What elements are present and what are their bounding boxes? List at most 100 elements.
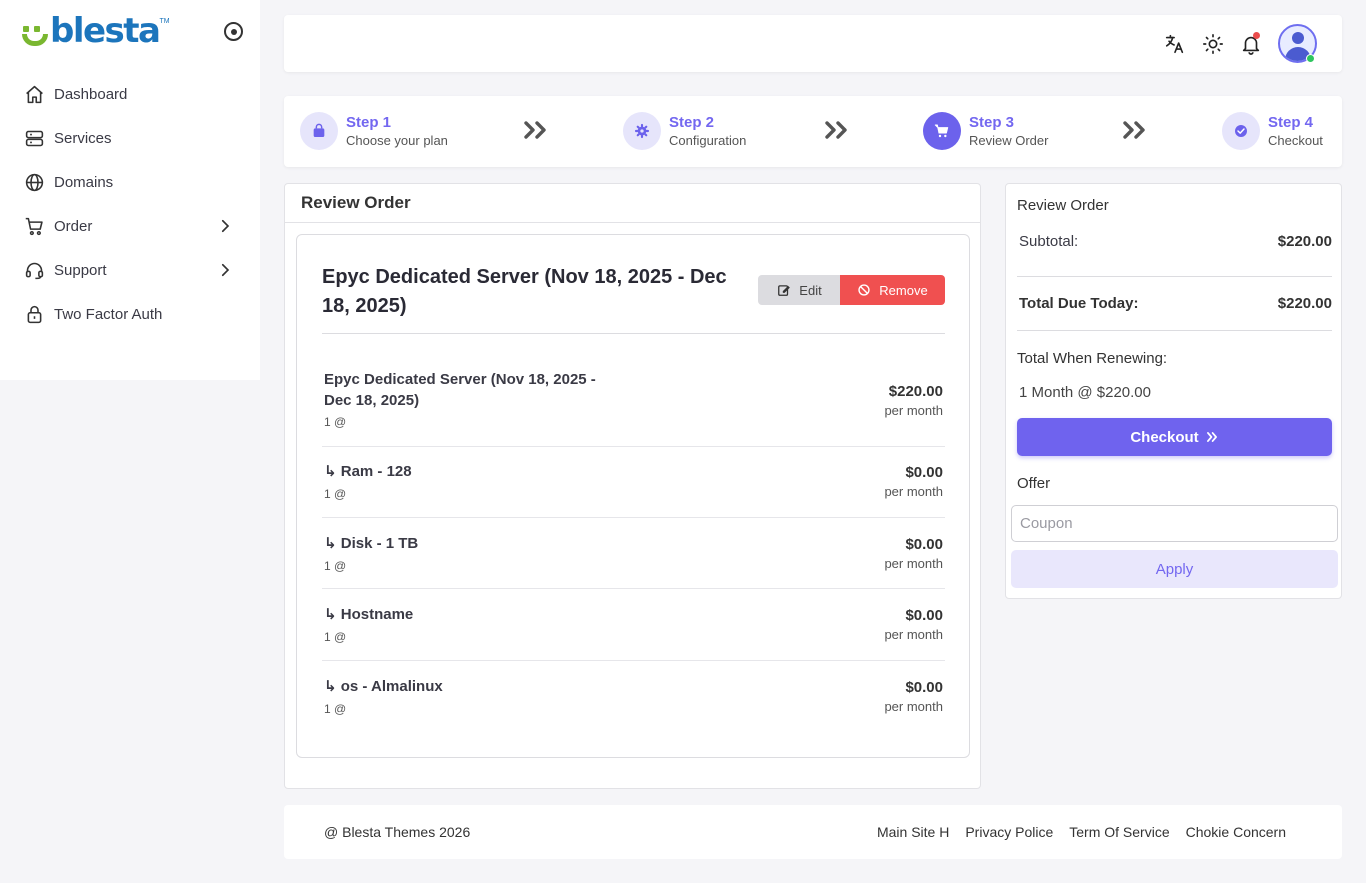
gear-icon bbox=[634, 123, 650, 139]
sidebar-item-domains[interactable]: Domains bbox=[0, 160, 260, 204]
step-2[interactable]: Step 2 Configuration bbox=[623, 111, 746, 151]
sidebar-nav: Dashboard Services Domains Order Support… bbox=[0, 72, 260, 336]
footer-links: Main Site H Privacy Police Term Of Servi… bbox=[861, 824, 1286, 840]
top-bar bbox=[284, 15, 1342, 72]
line-item-qty: 1 @ bbox=[324, 630, 347, 644]
sidebar-item-services[interactable]: Services bbox=[0, 116, 260, 160]
step-icon-circle-active bbox=[923, 112, 961, 150]
line-item-qty: 1 @ bbox=[324, 559, 347, 573]
line-item-qty: 1 @ bbox=[324, 487, 347, 501]
order-steps: Step 1 Choose your plan Step 2 Configura… bbox=[284, 96, 1342, 167]
sidebar-item-dashboard[interactable]: Dashboard bbox=[0, 72, 260, 116]
bag-icon bbox=[313, 123, 325, 137]
headset-icon bbox=[25, 262, 44, 279]
logo-smile-icon bbox=[22, 14, 52, 48]
footer-link[interactable]: Term Of Service bbox=[1069, 824, 1170, 840]
line-item-price: $0.00 bbox=[905, 679, 943, 696]
cart-icon bbox=[25, 217, 43, 235]
line-item-price: $220.00 bbox=[888, 383, 943, 400]
edit-button[interactable]: Edit bbox=[758, 275, 841, 305]
step-icon-circle bbox=[623, 112, 661, 150]
check-circle-icon bbox=[1235, 125, 1247, 137]
coupon-input[interactable] bbox=[1011, 505, 1338, 542]
divider bbox=[322, 446, 945, 447]
apply-label: Apply bbox=[1155, 560, 1194, 578]
double-chevron-icon bbox=[1123, 121, 1145, 139]
footer-link[interactable]: Chokie Concern bbox=[1185, 824, 1286, 840]
brand-trademark: TM bbox=[159, 18, 170, 25]
line-item-period: per month bbox=[884, 556, 943, 571]
line-item-price: $0.00 bbox=[905, 536, 943, 553]
step-icon-circle bbox=[1222, 112, 1260, 150]
chevron-right-icon bbox=[221, 219, 230, 233]
line-item-price: $0.00 bbox=[905, 464, 943, 481]
sidebar-item-label: Support bbox=[54, 261, 107, 279]
order-item-card: Epyc Dedicated Server (Nov 18, 2025 - De… bbox=[296, 234, 970, 758]
copyright: @ Blesta Themes 2026 bbox=[324, 824, 471, 840]
home-icon bbox=[26, 85, 43, 103]
line-item-name: ↳ Ram - 128 bbox=[324, 463, 412, 480]
sidebar-item-two-factor-auth[interactable]: Two Factor Auth bbox=[0, 292, 260, 336]
cart-icon bbox=[934, 124, 949, 138]
line-item-qty: 1 @ bbox=[324, 415, 347, 429]
footer-link[interactable]: Privacy Police bbox=[965, 824, 1054, 840]
renew-value: 1 Month @ $220.00 bbox=[1019, 384, 1151, 401]
sidebar-item-label: Domains bbox=[54, 173, 114, 191]
brand-name: blesta bbox=[50, 11, 161, 51]
translate-icon[interactable] bbox=[1164, 33, 1186, 55]
card-header: Review Order bbox=[285, 184, 980, 223]
line-item-period: per month bbox=[884, 627, 943, 642]
edit-label: Edit bbox=[799, 282, 822, 298]
checkout-button[interactable]: Checkout bbox=[1017, 418, 1332, 456]
step-title: Step 1 bbox=[346, 113, 392, 131]
divider bbox=[322, 333, 945, 334]
ban-icon bbox=[858, 284, 870, 296]
divider bbox=[1017, 276, 1332, 277]
line-item-period: per month bbox=[884, 403, 943, 418]
line-item-period: per month bbox=[884, 699, 943, 714]
sidebar: blesta TM Dashboard Services Domains Ord… bbox=[0, 0, 260, 380]
step-subtitle: Configuration bbox=[669, 132, 747, 148]
footer-link[interactable]: Main Site H bbox=[876, 824, 950, 840]
sidebar-item-order[interactable]: Order bbox=[0, 204, 260, 248]
subtotal-value: $220.00 bbox=[1277, 233, 1332, 250]
line-item-qty: 1 @ bbox=[324, 702, 347, 716]
subtotal-label: Subtotal: bbox=[1019, 233, 1079, 250]
sidebar-toggle-icon[interactable] bbox=[224, 22, 243, 41]
divider bbox=[322, 660, 945, 661]
step-subtitle: Choose your plan bbox=[346, 132, 448, 148]
sidebar-item-label: Services bbox=[54, 129, 112, 147]
step-title: Step 3 bbox=[969, 113, 1015, 131]
apply-button[interactable]: Apply bbox=[1011, 550, 1338, 588]
lock-icon bbox=[27, 305, 42, 323]
remove-label: Remove bbox=[879, 282, 928, 298]
footer: @ Blesta Themes 2026 Main Site H Privacy… bbox=[284, 805, 1342, 859]
line-item-name: ↳ Disk - 1 TB bbox=[324, 535, 419, 552]
remove-button[interactable]: Remove bbox=[840, 275, 945, 305]
sidebar-item-label: Two Factor Auth bbox=[54, 305, 163, 323]
total-due-value: $220.00 bbox=[1277, 295, 1332, 312]
double-chevron-icon bbox=[1206, 432, 1217, 442]
step-subtitle: Checkout bbox=[1268, 132, 1323, 148]
divider bbox=[1017, 330, 1332, 331]
step-subtitle: Review Order bbox=[969, 132, 1049, 148]
sidebar-item-support[interactable]: Support bbox=[0, 248, 260, 292]
sidebar-item-label: Dashboard bbox=[54, 85, 128, 103]
offer-label: Offer bbox=[1017, 475, 1051, 492]
order-summary-card: Review Order Subtotal: $220.00 Total Due… bbox=[1005, 183, 1342, 599]
server-icon bbox=[25, 130, 44, 146]
step-3[interactable]: Step 3 Review Order bbox=[923, 111, 1048, 151]
brand-logo[interactable]: blesta TM bbox=[22, 14, 170, 48]
sun-icon[interactable] bbox=[1202, 33, 1224, 55]
line-item-name: ↳ Hostname bbox=[324, 606, 414, 623]
step-4[interactable]: Step 4 Checkout bbox=[1222, 111, 1323, 151]
divider bbox=[322, 517, 945, 518]
step-title: Step 4 bbox=[1268, 113, 1314, 131]
review-order-card: Review Order Epyc Dedicated Server (Nov … bbox=[284, 183, 981, 789]
total-due-label: Total Due Today: bbox=[1019, 295, 1139, 312]
avatar[interactable] bbox=[1278, 24, 1317, 63]
online-status-dot bbox=[1306, 54, 1315, 63]
item-title: Epyc Dedicated Server (Nov 18, 2025 - De… bbox=[322, 266, 727, 317]
step-1[interactable]: Step 1 Choose your plan bbox=[300, 111, 448, 151]
globe-icon bbox=[25, 173, 44, 191]
